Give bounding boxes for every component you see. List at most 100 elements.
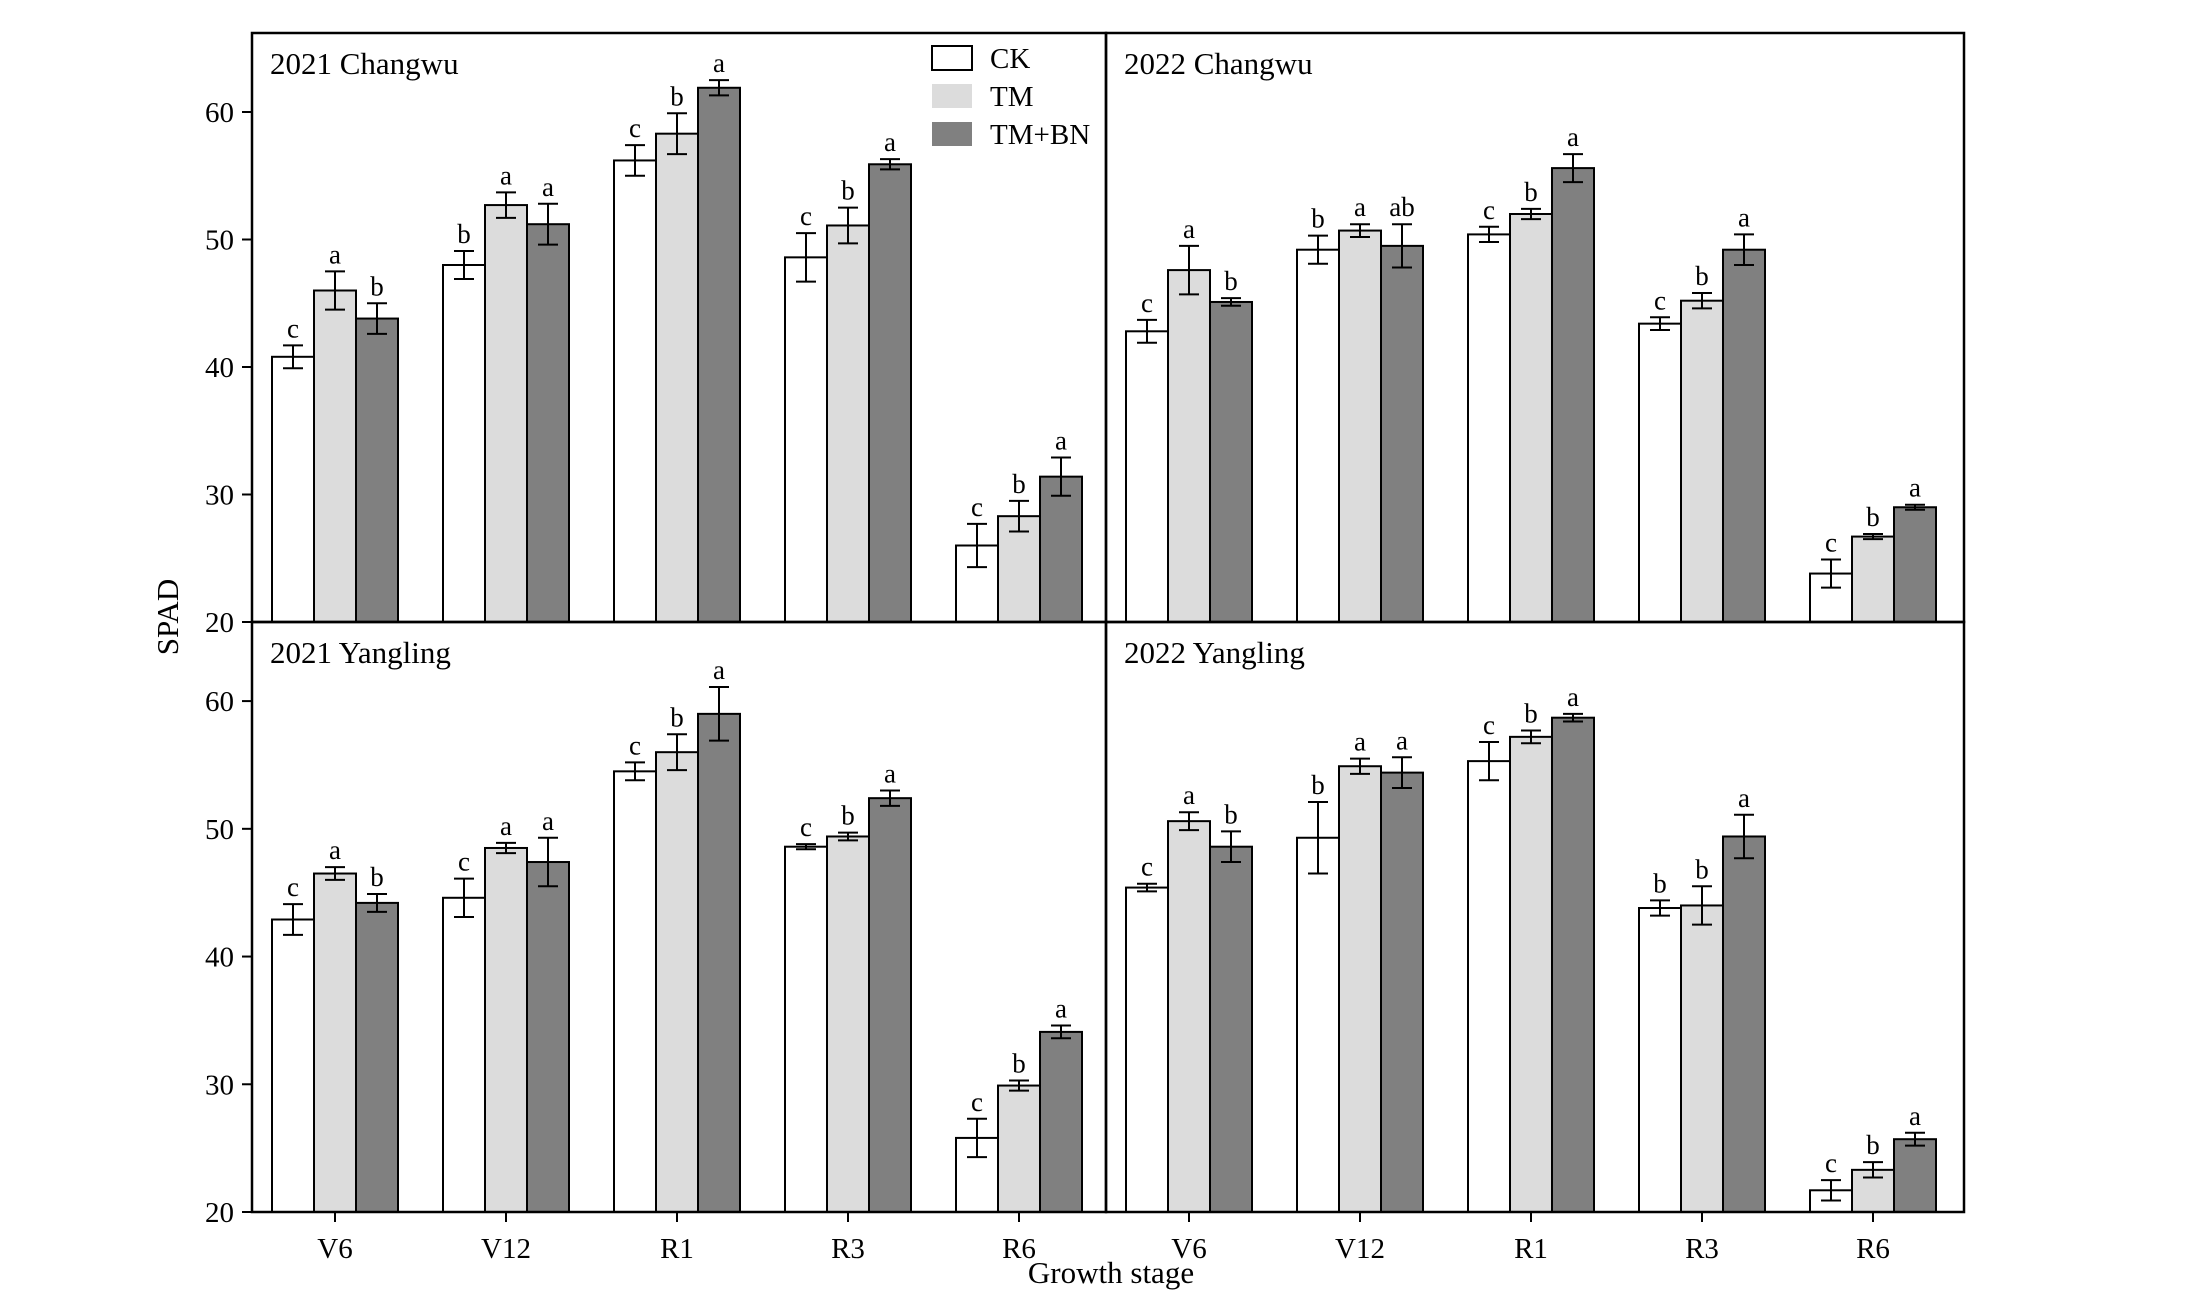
bar-tm-bn-r3 (868, 797, 912, 1213)
legend-label: CK (990, 43, 1030, 75)
significance-letter: b (841, 176, 855, 206)
bar-ck-r3 (1638, 907, 1682, 1213)
significance-letter: b (1695, 261, 1709, 291)
axes-layer: 20 30 40 50 60 20 30 40 50 60 V6 V12 R1 R3 R6 V6 V12 R1 R3… (205, 97, 1890, 1265)
bar-tm-bn-r1 (1551, 716, 1595, 1213)
error-bar-ck-r3 (1650, 316, 1670, 332)
bar-tm-v6 (1167, 820, 1211, 1213)
significance-letter: c (629, 730, 641, 760)
bar-tm-bn-v6 (1209, 845, 1253, 1213)
x-tick-label-r3: R3 (1685, 1233, 1719, 1265)
x-tick-label-v6: V6 (317, 1233, 352, 1265)
error-bar-tm-bn-r3 (880, 789, 900, 807)
error-bar-tm-r3 (838, 206, 858, 245)
significance-letter: a (542, 806, 554, 836)
significance-letter: b (1012, 469, 1026, 499)
significance-letter: c (800, 201, 812, 231)
bar-tm-r3 (826, 224, 870, 623)
significance-letter: a (329, 239, 341, 269)
error-bar-tm-bn-v6 (367, 892, 387, 913)
error-bar-tm-bn-v6 (1221, 297, 1241, 307)
bar-tm-r6 (997, 1084, 1041, 1214)
error-bar-tm-bn-v12 (1392, 756, 1412, 789)
bar-tm-v6 (313, 289, 357, 623)
significance-letter: b (670, 81, 684, 111)
x-tick-label-r6: R6 (1002, 1233, 1036, 1265)
panel-title: 2021 Changwu (270, 46, 459, 81)
error-bar-tm-v12 (1350, 757, 1370, 775)
error-bar-ck-v12 (1308, 234, 1328, 265)
x-tick-label-v12: V12 (481, 1233, 531, 1265)
y-tick-label: 40 (205, 942, 234, 974)
error-bar-ck-v6 (283, 344, 303, 370)
error-bar-tm-bn-v12 (538, 202, 558, 246)
significance-letter: b (1524, 698, 1538, 728)
y-tick-label: 30 (205, 1069, 234, 1101)
x-tick-label-r1: R1 (660, 1233, 694, 1265)
error-bar-tm-bn-r1 (1563, 712, 1583, 723)
error-bar-tm-v12 (496, 841, 516, 855)
significance-letter: a (329, 835, 341, 865)
y-tick-label: 60 (205, 97, 234, 129)
significance-letter: a (1909, 473, 1921, 503)
legend-entry-tm: TM (932, 81, 1034, 113)
legend-swatch (931, 45, 973, 71)
y-tick-label: 50 (205, 814, 234, 846)
error-bar-ck-v6 (1137, 318, 1157, 344)
significance-letter: ab (1389, 192, 1414, 222)
significance-letter: a (542, 172, 554, 202)
bar-tm-r3 (826, 835, 870, 1213)
error-bar-ck-v12 (1308, 800, 1328, 875)
significance-letter: c (800, 812, 812, 842)
significance-letter: c (971, 492, 983, 522)
error-bar-tm-bn-v6 (1221, 830, 1241, 864)
legend-swatch (932, 122, 972, 146)
bar-tm-v12 (1338, 765, 1382, 1213)
significance-letter: a (713, 48, 725, 78)
y-tick-label: 20 (205, 607, 234, 639)
error-bar-tm-bn-r6 (1051, 456, 1071, 497)
bar-tm-v12 (484, 846, 528, 1214)
significance-letter: b (1311, 770, 1325, 800)
error-bar-ck-v12 (454, 249, 474, 281)
bar-tm-r3 (1680, 299, 1724, 623)
bar-tm-r3 (1680, 904, 1724, 1213)
bar-tm-bn-r1 (697, 712, 741, 1213)
bar-tm-bn-r6 (1039, 1030, 1083, 1213)
significance-letter: a (1183, 780, 1195, 810)
significance-letter: b (1224, 799, 1238, 829)
bar-tm-v12 (1338, 229, 1382, 623)
significance-letter: a (1396, 725, 1408, 755)
legend-entry-tm-bn: TM+BN (932, 119, 1090, 151)
bar-tm-bn-r3 (1722, 248, 1766, 623)
legend: CK TM TM+BN (931, 43, 1090, 151)
error-bar-tm-r1 (1521, 207, 1541, 221)
y-axis-title: SPAD (150, 579, 185, 655)
panel-title: 2021 Yangling (270, 635, 451, 670)
error-bar-ck-r1 (625, 761, 645, 782)
bar-tm-r6 (1851, 535, 1895, 624)
bar-tm-bn-v12 (1380, 771, 1424, 1213)
error-bar-tm-bn-r6 (1905, 1131, 1925, 1147)
panel-title: 2022 Changwu (1124, 46, 1313, 81)
bar-tm-bn-v12 (526, 223, 570, 623)
error-bar-ck-v6 (283, 903, 303, 936)
x-tick-label-r1: R1 (1514, 1233, 1548, 1265)
significance-letter: c (971, 1087, 983, 1117)
significance-letter: c (458, 847, 470, 877)
error-bar-tm-bn-v6 (367, 302, 387, 335)
significance-letter: c (1483, 710, 1495, 740)
error-bar-tm-r1 (1521, 729, 1541, 745)
significance-letter: b (1012, 1048, 1026, 1078)
significance-letter: b (1311, 204, 1325, 234)
bar-ck-r3 (784, 845, 828, 1213)
significance-letter: a (500, 811, 512, 841)
x-tick-label-r6: R6 (1856, 1233, 1890, 1265)
bar-ck-r1 (1467, 233, 1511, 623)
error-bar-tm-v12 (496, 191, 516, 219)
bar-tm-bn-v6 (1209, 300, 1253, 623)
significance-letter: a (1055, 994, 1067, 1024)
